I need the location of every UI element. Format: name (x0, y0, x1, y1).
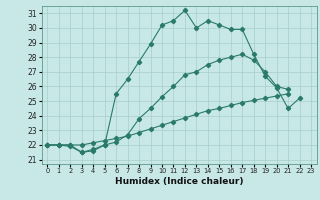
X-axis label: Humidex (Indice chaleur): Humidex (Indice chaleur) (115, 177, 244, 186)
